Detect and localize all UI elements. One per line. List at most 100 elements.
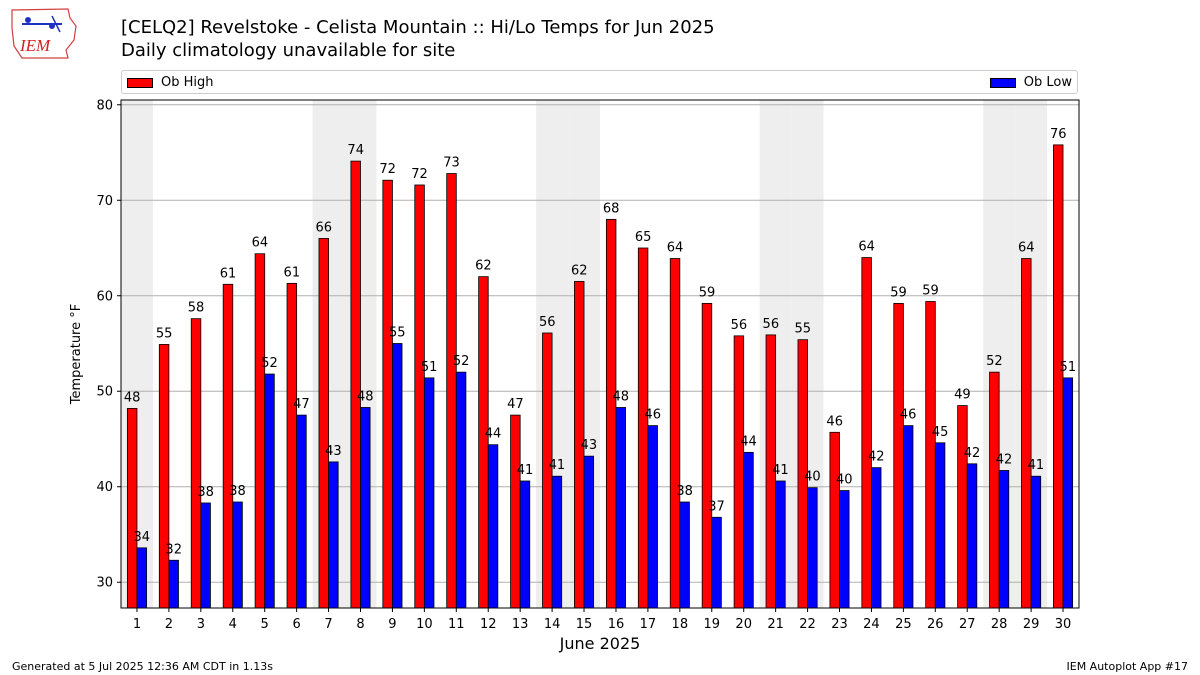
high-data-label-7: 66 [315,220,332,235]
high-data-label-23: 46 [826,414,843,429]
x-tick-label-21: 21 [767,617,784,632]
low-data-label-11: 52 [453,354,470,369]
high-bar-17 [637,247,649,609]
x-tick-label-16: 16 [608,617,625,632]
low-data-label-27: 42 [964,446,981,461]
low-data-label-1: 34 [133,530,150,545]
high-data-label-17: 65 [635,230,652,245]
x-tick-label-12: 12 [480,617,497,632]
low-data-label-4: 38 [229,484,246,499]
low-bar-6 [296,414,307,609]
high-data-label-16: 68 [603,201,620,216]
plot-frame [120,99,1080,609]
y-tick-label-80: 80 [96,98,113,113]
high-bar-27 [957,405,968,609]
high-data-label-5: 64 [252,236,269,251]
high-data-label-4: 61 [220,266,237,281]
high-data-label-6: 61 [284,265,301,280]
low-data-label-22: 40 [804,470,821,485]
low-data-label-18: 38 [676,484,693,499]
high-data-label-21: 56 [763,317,780,332]
low-data-label-23: 40 [836,473,853,488]
high-bar-30 [1053,144,1064,609]
y-tick-label-50: 50 [96,385,113,400]
low-data-label-28: 42 [996,452,1013,467]
low-bar-12 [487,444,499,609]
legend-label-low: Ob Low [1023,75,1072,90]
legend-label-high: Ob High [161,75,214,90]
low-bar-3 [200,502,211,609]
low-bar-2 [168,559,179,609]
low-bar-10 [423,377,435,609]
high-bar-8 [350,160,361,609]
y-tick-label-60: 60 [96,289,113,304]
high-bar-24 [861,257,872,609]
low-data-label-20: 44 [740,434,757,449]
high-bar-11 [446,173,457,609]
x-tick-label-4: 4 [229,617,237,632]
low-data-label-30: 51 [1060,360,1077,375]
low-data-label-5: 52 [261,356,278,371]
y-tick-label-30: 30 [96,576,113,591]
x-tick-label-28: 28 [991,617,1008,632]
low-bar-5 [264,373,275,609]
low-data-label-3: 38 [197,485,214,500]
high-data-label-26: 59 [922,283,939,298]
x-axis-label: June 2025 [559,634,641,653]
high-data-label-22: 55 [794,322,811,337]
footer-app: IEM Autoplot App #17 [1066,660,1189,673]
x-tick-label-9: 9 [388,617,396,632]
high-bar-23 [829,431,840,609]
y-axis-label: Temperature °F [69,304,84,405]
low-data-label-7: 43 [325,444,342,459]
low-bar-19 [711,516,722,609]
high-bar-13 [510,414,521,609]
x-tick-label-8: 8 [356,617,364,632]
low-bar-22 [807,487,818,609]
chart-title: [CELQ2] Revelstoke - Celista Mountain ::… [121,17,715,38]
x-tick-label-14: 14 [544,617,561,632]
y-tick-label-70: 70 [96,194,113,209]
x-tick-label-15: 15 [576,617,593,632]
high-data-label-14: 56 [539,315,556,330]
low-bar-4 [232,501,243,609]
high-data-label-13: 47 [507,397,524,412]
legend-swatch-high [127,77,153,88]
low-bar-28 [998,470,1010,609]
high-data-label-9: 72 [379,162,396,177]
high-data-label-28: 52 [986,354,1003,369]
high-bar-28 [989,371,1000,609]
x-tick-label-19: 19 [703,617,720,632]
low-bar-15 [583,455,595,609]
high-bar-1 [126,408,138,609]
x-tick-label-11: 11 [448,617,465,632]
x-tick-label-17: 17 [640,617,657,632]
low-bar-16 [615,407,626,609]
low-bar-29 [1030,475,1042,609]
low-data-label-2: 32 [165,542,182,557]
x-tick-label-29: 29 [1023,617,1040,632]
low-bar-14 [551,475,563,609]
x-tick-label-20: 20 [735,617,752,632]
low-bar-23 [839,490,850,609]
high-bar-6 [286,282,298,609]
low-data-label-26: 45 [932,425,949,440]
high-bar-5 [254,253,266,609]
high-data-label-10: 72 [411,167,428,182]
legend-item-low: Ob Low [989,75,1072,90]
chart-legend: Ob High Ob Low [121,70,1078,94]
high-bar-19 [701,302,713,609]
low-data-label-12: 44 [485,427,502,442]
x-tick-label-24: 24 [863,617,880,632]
high-bar-9 [382,179,393,609]
high-bar-29 [1021,258,1032,609]
low-data-label-16: 48 [612,389,629,404]
low-bar-21 [775,480,786,609]
low-bar-7 [328,461,339,609]
low-data-label-19: 37 [708,499,725,514]
low-data-label-21: 41 [772,463,789,478]
x-tick-label-25: 25 [895,617,912,632]
low-data-label-24: 42 [868,450,885,465]
x-tick-label-22: 22 [799,617,816,632]
y-tick-label-40: 40 [96,480,113,495]
